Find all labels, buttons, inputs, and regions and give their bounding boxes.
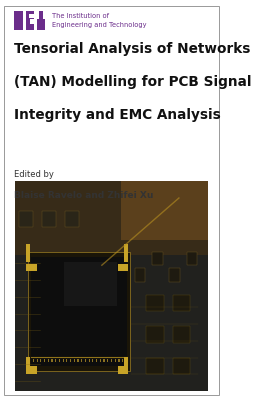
Bar bbox=[64, 262, 117, 306]
Bar bbox=[26, 11, 34, 30]
Polygon shape bbox=[15, 181, 208, 255]
Text: Engineering and Technology: Engineering and Technology bbox=[52, 22, 147, 28]
Bar bbox=[15, 255, 208, 391]
Bar bbox=[85, 359, 86, 362]
Bar bbox=[187, 252, 197, 265]
Bar bbox=[66, 359, 68, 362]
Bar bbox=[40, 359, 41, 362]
Bar bbox=[122, 359, 123, 362]
Bar bbox=[146, 294, 163, 311]
Bar bbox=[81, 359, 82, 362]
Text: Blaise Ravelo and Zhifei Xu: Blaise Ravelo and Zhifei Xu bbox=[14, 191, 154, 200]
Bar bbox=[124, 357, 128, 374]
Bar bbox=[55, 359, 56, 362]
Bar bbox=[19, 210, 33, 227]
Bar bbox=[52, 359, 53, 362]
Bar bbox=[169, 268, 180, 282]
Bar bbox=[74, 359, 75, 362]
Bar bbox=[70, 359, 71, 362]
Bar bbox=[59, 359, 60, 362]
Bar bbox=[37, 11, 45, 30]
Bar bbox=[173, 358, 190, 374]
Bar bbox=[26, 366, 37, 374]
Bar bbox=[37, 359, 38, 362]
Bar bbox=[100, 359, 101, 362]
Bar bbox=[26, 244, 30, 262]
Bar bbox=[31, 257, 127, 366]
Bar bbox=[42, 210, 56, 227]
Text: Integrity and EMC Analysis: Integrity and EMC Analysis bbox=[14, 108, 221, 122]
Bar bbox=[26, 357, 30, 374]
Bar bbox=[118, 359, 120, 362]
Text: The Institution of: The Institution of bbox=[52, 13, 109, 19]
Bar bbox=[89, 359, 90, 362]
Bar bbox=[107, 359, 108, 362]
Bar bbox=[92, 359, 93, 362]
Bar bbox=[118, 264, 128, 271]
Bar bbox=[15, 181, 208, 391]
Bar bbox=[48, 359, 49, 362]
Bar bbox=[26, 264, 37, 271]
Bar bbox=[115, 359, 116, 362]
Bar bbox=[28, 252, 130, 371]
Bar bbox=[173, 294, 190, 311]
Bar bbox=[44, 359, 45, 362]
Bar bbox=[152, 252, 163, 265]
Bar bbox=[104, 359, 105, 362]
Bar bbox=[65, 210, 79, 227]
Bar bbox=[14, 11, 23, 30]
Bar bbox=[135, 268, 145, 282]
Bar bbox=[173, 326, 190, 343]
Bar bbox=[146, 326, 163, 343]
Bar bbox=[43, 11, 45, 20]
Bar bbox=[33, 359, 34, 362]
Text: Edited by: Edited by bbox=[14, 170, 54, 179]
Bar bbox=[37, 11, 39, 20]
Bar bbox=[118, 366, 128, 374]
Text: (TAN) Modelling for PCB Signal: (TAN) Modelling for PCB Signal bbox=[14, 75, 252, 89]
Bar bbox=[30, 20, 34, 24]
Bar bbox=[146, 358, 163, 374]
Bar bbox=[29, 14, 34, 18]
Bar bbox=[111, 359, 112, 362]
Bar bbox=[124, 244, 128, 262]
Bar bbox=[121, 181, 208, 240]
Text: Tensorial Analysis of Networks: Tensorial Analysis of Networks bbox=[14, 42, 251, 56]
Bar bbox=[62, 359, 64, 362]
Bar bbox=[96, 359, 97, 362]
Bar bbox=[77, 359, 78, 362]
